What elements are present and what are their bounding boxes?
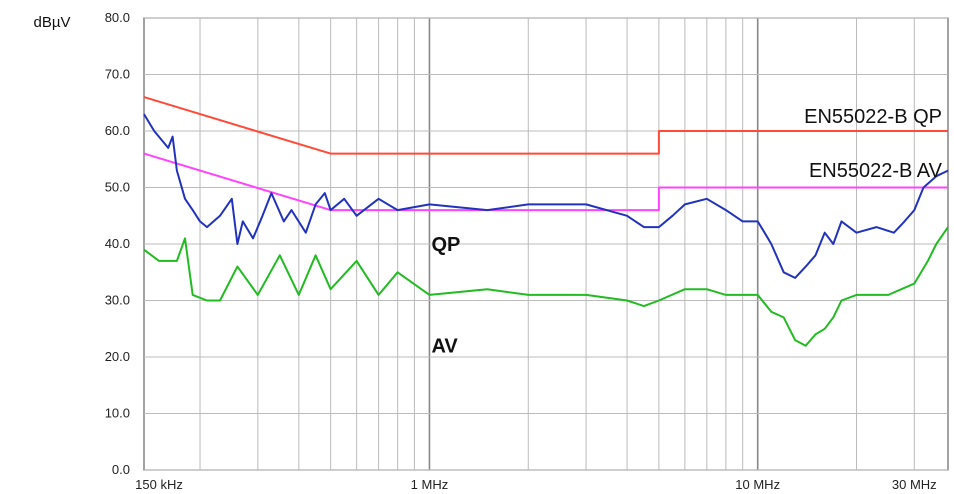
series-line-en55022-b-av: [143, 152, 948, 212]
y-tick-label: 50.0: [105, 180, 130, 195]
y-tick-label: 80.0: [105, 10, 130, 25]
legend-label: EN55022-B QP: [804, 106, 942, 128]
legend-label: EN55022-B AV: [809, 160, 943, 182]
x-tick-label: 1 MHz: [411, 477, 449, 492]
y-tick-label: 40.0: [105, 236, 130, 251]
y-tick-label: 60.0: [105, 123, 130, 138]
x-tick-label: 30 MHz: [892, 477, 937, 492]
y-tick-label: 30.0: [105, 293, 130, 308]
series-line-qp: [143, 113, 949, 279]
series-line-en55022-b-qp: [143, 96, 948, 155]
y-tick-label: 10.0: [105, 406, 130, 421]
labels-group: EN55022-B QP EN55022-B AV QP AV: [431, 106, 942, 358]
y-tick-label: 0.0: [112, 462, 130, 477]
series-group: [143, 96, 949, 347]
annotation-label: QP: [431, 234, 460, 256]
y-axis: 0.0 10.0 20.0 30.0 40.0 50.0 60.0 70.0 80.0: [105, 10, 130, 477]
annotation-label: AV: [431, 336, 458, 358]
series-line-av: [143, 226, 949, 347]
x-tick-label: 150 kHz: [135, 477, 183, 492]
x-axis: 150 kHz 1 MHz 10 MHz 30 MHz: [135, 477, 937, 492]
x-tick-label: 10 MHz: [735, 477, 780, 492]
grid: [144, 17, 948, 471]
y-tick-label: 20.0: [105, 349, 130, 364]
y-unit-label: dBµV: [34, 14, 71, 31]
y-tick-label: 70.0: [105, 67, 130, 82]
